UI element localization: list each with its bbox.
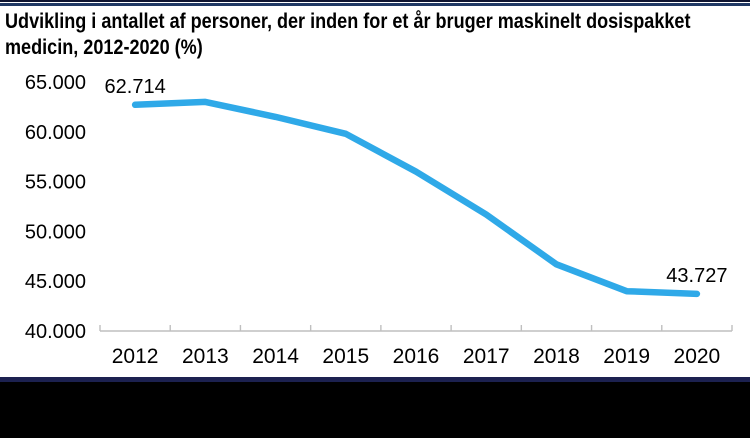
y-axis-tick-label: 40.000: [25, 321, 86, 343]
x-axis-tick-label: 2019: [603, 345, 650, 368]
x-axis-tick-label: 2018: [533, 345, 580, 368]
x-axis-tick-label: 2012: [112, 345, 159, 368]
x-axis-tick-label: 2020: [674, 345, 721, 368]
y-axis-tick-label: 45.000: [25, 271, 86, 293]
x-axis-tick-label: 2014: [252, 345, 299, 368]
top-border-navy-rule: [0, 3, 750, 6]
bottom-navy-rule: [0, 377, 750, 382]
data-point-label: 43.727: [666, 265, 727, 287]
y-axis-tick-label: 65.000: [25, 72, 86, 94]
y-axis-tick-label: 50.000: [25, 221, 86, 243]
x-axis-tick-label: 2017: [463, 345, 510, 368]
footer-black-bar: [0, 382, 750, 438]
x-axis-tick-label: 2015: [322, 345, 369, 368]
data-line: [131, 98, 701, 298]
top-border-outer-rule: [0, 0, 750, 2]
chart-title-line-2: medicin, 2012-2020 (%): [5, 36, 203, 59]
chart-title-line-1: Udvikling i antallet af personer, der in…: [5, 10, 691, 33]
x-axis-tick-label: 2016: [393, 345, 440, 368]
data-point-label: 62.714: [105, 76, 166, 98]
y-axis-tick-label: 55.000: [25, 172, 86, 194]
x-axis-tick-label: 2013: [182, 345, 229, 368]
y-axis-tick-label: 60.000: [25, 122, 86, 144]
chart-title: Udvikling i antallet af personer, der in…: [5, 9, 750, 61]
